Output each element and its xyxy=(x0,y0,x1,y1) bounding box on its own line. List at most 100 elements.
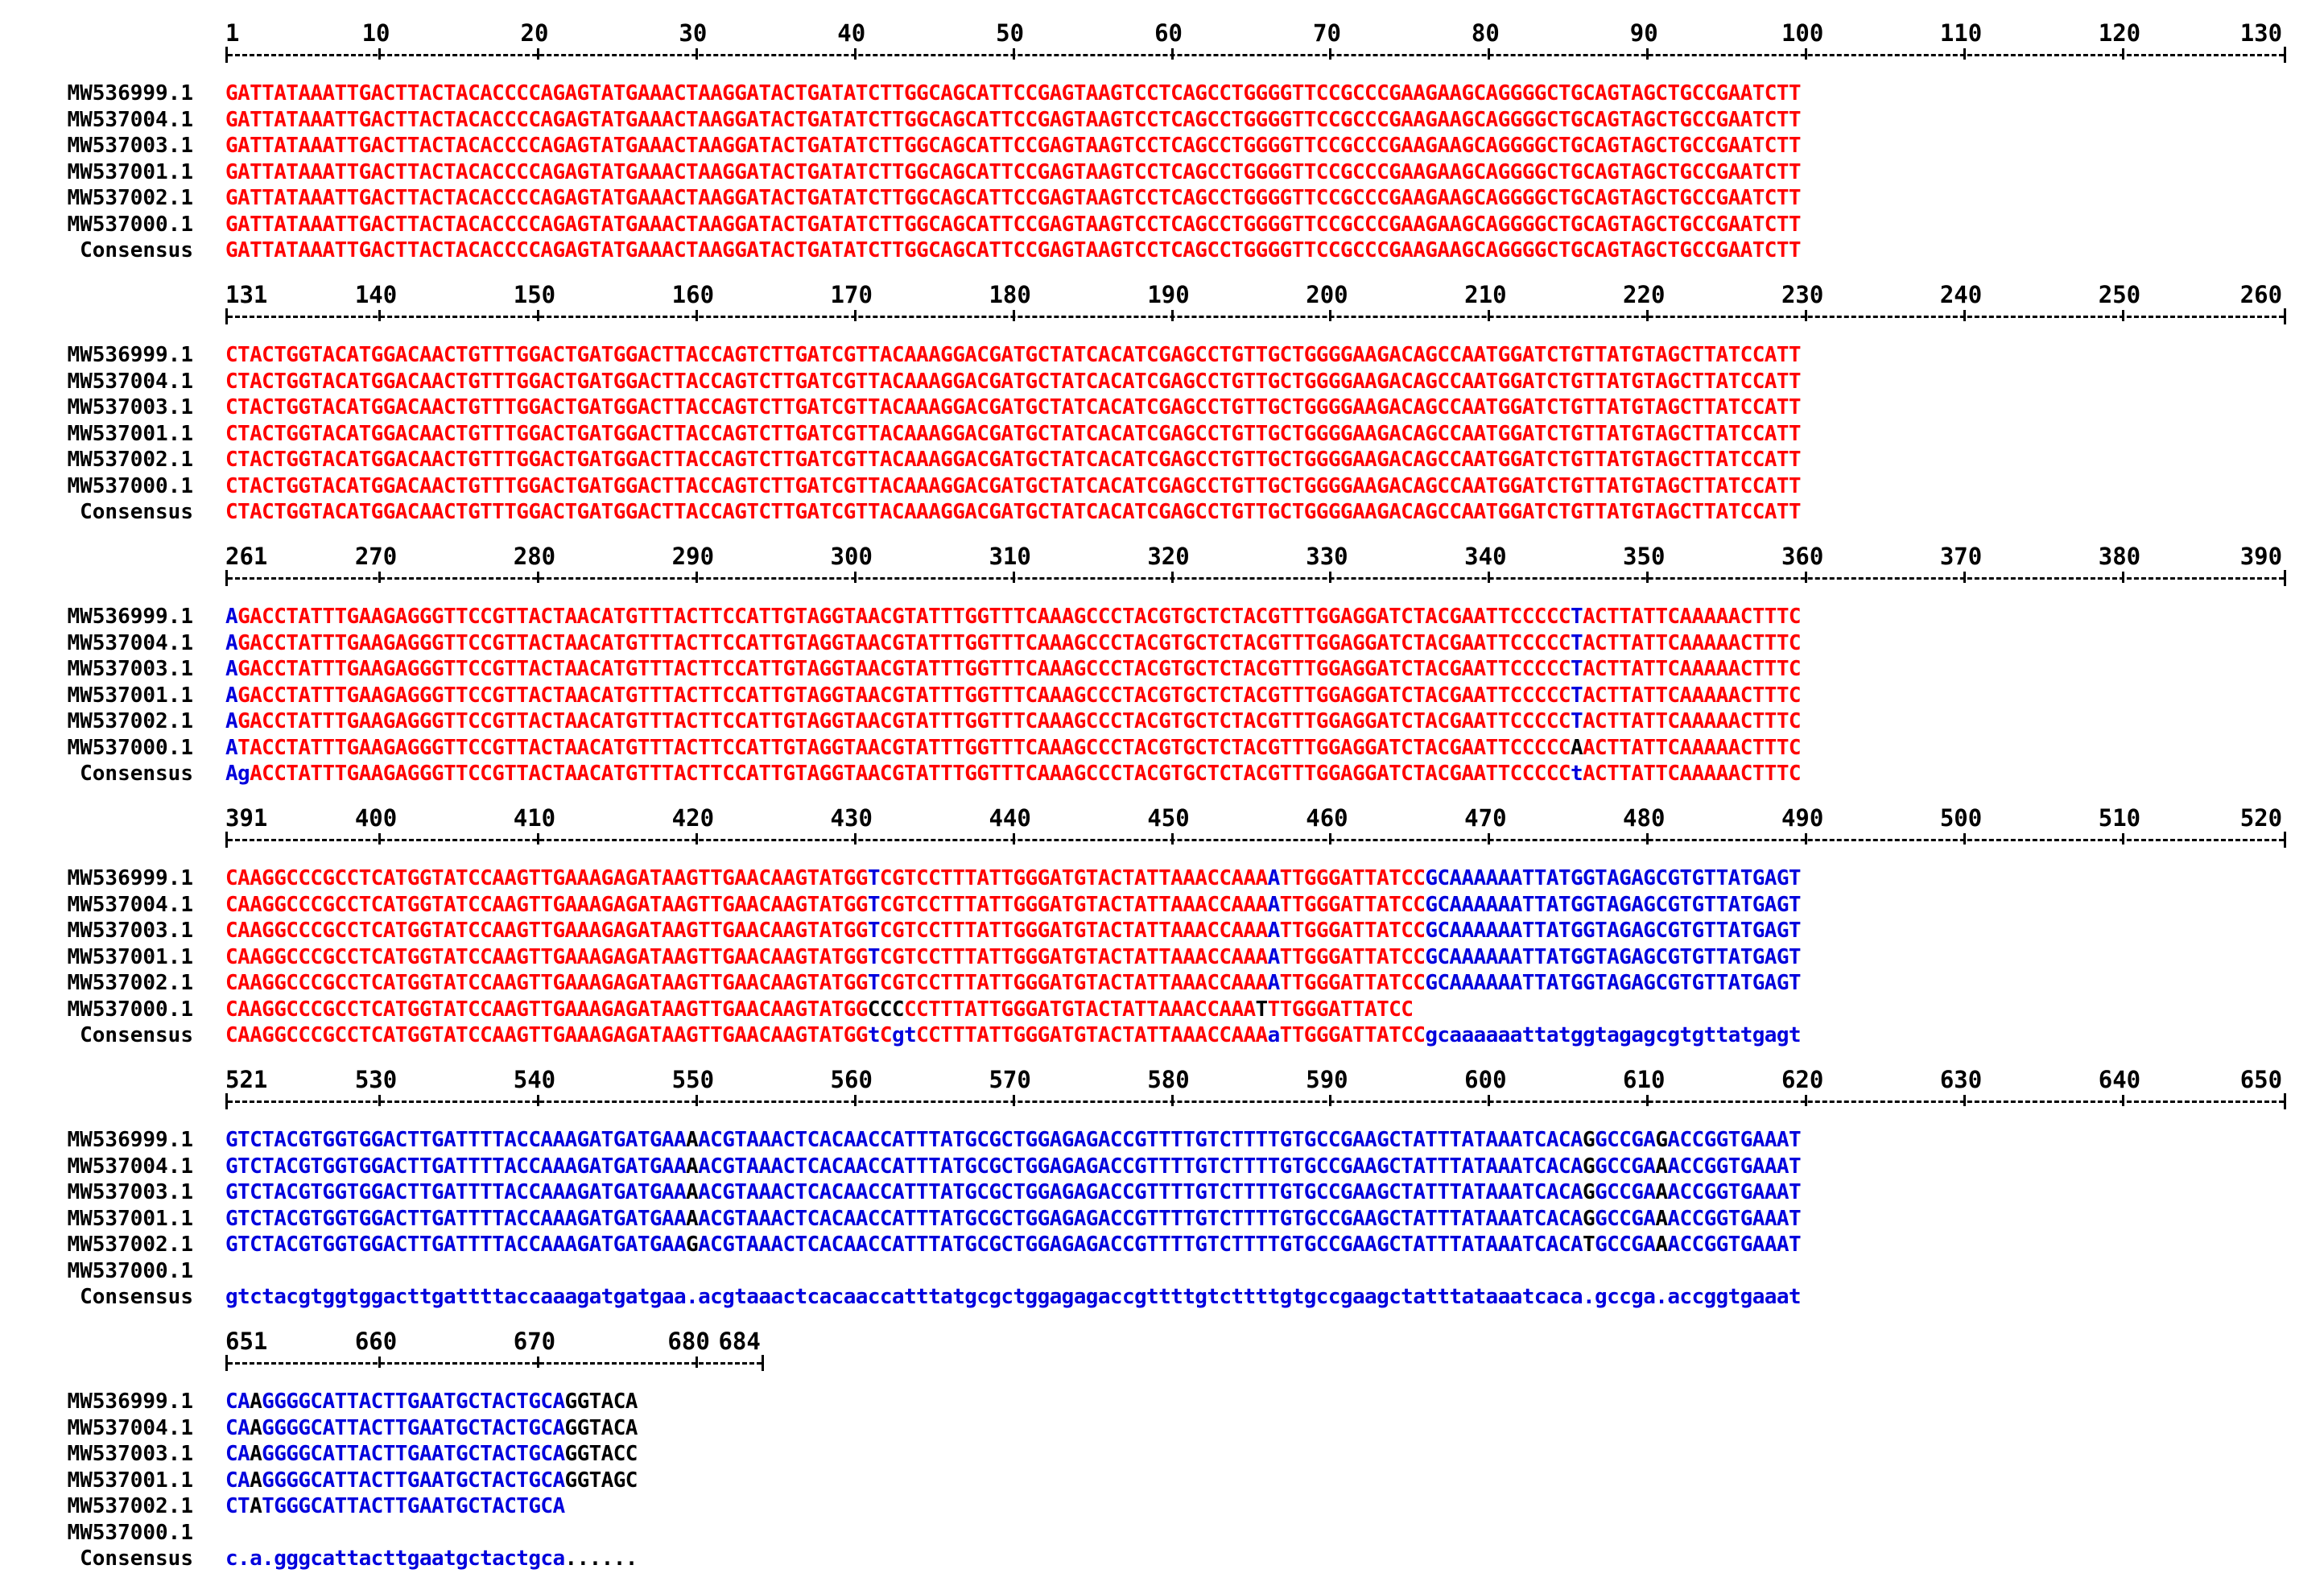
ruler-label: 610 xyxy=(1623,1066,1666,1093)
ruler-label: 490 xyxy=(1781,804,1824,832)
sequence-label: Consensus xyxy=(80,500,193,524)
residue-segment: t xyxy=(867,1023,881,1047)
residue-segment: GGGGCATTACTTGAATGCTACTGCA xyxy=(262,1468,565,1493)
ruler-label: 530 xyxy=(354,1066,398,1093)
residue-segment: ACTTATTCAAAAACTTTC xyxy=(1583,683,1802,708)
residue-segment: A xyxy=(225,630,238,655)
ruler-label: 50 xyxy=(996,19,1025,47)
ruler-label: 40 xyxy=(837,19,866,47)
residue-segment: CTACTGGTACATGGACAACTGTTTGGACTGATGGACTTAC… xyxy=(225,369,1802,394)
residue-segment: CAAGGCCCGCCTCATGGTATCCAAGTTGAAAGAGATAAGT… xyxy=(225,971,868,995)
residue-segment: CT xyxy=(225,1494,250,1518)
residue-segment: T xyxy=(1570,605,1583,629)
residue-segment: CGTCCTTTATTGGGATGTACTATTAAACCAAA xyxy=(879,866,1268,890)
residue-segment: GGGGCATTACTTGAATGCTACTGCA xyxy=(262,1442,565,1466)
ruler-tick xyxy=(695,310,698,321)
residue-segment: A xyxy=(1655,1180,1668,1204)
residue-segment: CAAGGCCCGCCTCATGGTATCCAAGTTGAAAGAGATAAGT… xyxy=(225,944,868,969)
sequence-label: MW537004.1 xyxy=(67,892,193,917)
ruler-tick xyxy=(1963,310,1967,321)
ruler-tick xyxy=(536,572,539,583)
alignment-block-1-130: 1 10 20 30 40 50 60 70 80 90 100 110 120 130 MW536999.… xyxy=(0,19,2324,282)
ruler-label: 651 xyxy=(225,1328,268,1355)
ruler-label: 410 xyxy=(513,804,556,832)
sequence-residues: CTACTGGTACATGGACAACTGTTTGGACTGATGGACTTAC… xyxy=(225,342,1802,368)
residue-segment: A xyxy=(250,1468,262,1493)
ruler-line xyxy=(228,316,2284,318)
sequence-label: MW537002.1 xyxy=(67,186,193,210)
ruler-tick xyxy=(1963,48,1967,60)
residue-segment: CGTCCTTTATTGGGATGTACTATTAAACCAAA xyxy=(879,919,1268,943)
residue-segment: CTACTGGTACATGGACAACTGTTTGGACTGATGGACTTAC… xyxy=(225,473,1802,498)
sequence-residues: c.a.gggcattacttgaatgctactgca...... xyxy=(225,1546,638,1571)
residue-segment: A xyxy=(686,1128,699,1152)
ruler-tick xyxy=(1488,310,1491,321)
ruler-tick xyxy=(1329,833,1332,844)
residue-segment: t xyxy=(1570,762,1583,786)
ruler-label: 560 xyxy=(830,1066,873,1093)
ruler-tick xyxy=(1488,572,1491,583)
residue-segment: GATTATAAATTGACTTACTACACCCCAGAGTATGAAACTA… xyxy=(225,238,1802,262)
ruler-tick xyxy=(1329,310,1332,321)
sequence-residues: CAAGGGGCATTACTTGAATGCTACTGCAGGTACA xyxy=(225,1389,638,1414)
sequence-residues: GATTATAAATTGACTTACTACACCCCAGAGTATGAAACTA… xyxy=(225,159,1802,185)
ruler-tick xyxy=(1329,1095,1332,1106)
residue-segment: GCCGA xyxy=(1595,1233,1656,1257)
residue-segment: gtctacgtggtggacttgattttaccaaagatgatgaa.a… xyxy=(225,1285,1802,1309)
sequence-label: Consensus xyxy=(80,238,193,262)
residue-segment: GATTATAAATTGACTTACTACACCCCAGAGTATGAAACTA… xyxy=(225,81,1802,105)
ruler-label: 650 xyxy=(2239,1066,2283,1093)
sequence-residues: AGACCTATTTGAAGAGGGTTCCGTTACTAACATGTTTACT… xyxy=(225,604,1802,630)
residue-segment: T xyxy=(867,971,881,995)
residue-segment: CTACTGGTACATGGACAACTGTTTGGACTGATGGACTTAC… xyxy=(225,500,1802,524)
residue-segment: T xyxy=(1583,1233,1595,1257)
ruler-label: 370 xyxy=(1939,543,1983,570)
ruler-label: 460 xyxy=(1306,804,1348,832)
position-ruler xyxy=(225,832,2286,848)
residue-segment: T xyxy=(1570,657,1583,681)
ruler-label: 660 xyxy=(354,1328,398,1355)
residue-segment: A xyxy=(250,1415,262,1440)
sequence-residues: CAAGGCCCGCCTCATGGTATCCAAGTTGAAAGAGATAAGT… xyxy=(225,997,1414,1022)
ruler-tick xyxy=(853,1095,857,1106)
residue-segment: CTACTGGTACATGGACAACTGTTTGGACTGATGGACTTAC… xyxy=(225,421,1802,446)
alignment-block-521-650: 521 530 540 550 560 570 580 590 600 610 620 630 640 6… xyxy=(0,1066,2324,1328)
ruler-label: 30 xyxy=(679,19,708,47)
ruler-tick xyxy=(695,572,698,583)
ruler-tick xyxy=(1329,48,1332,60)
sequence-label: MW537001.1 xyxy=(67,944,193,969)
residue-segment: A xyxy=(686,1180,699,1204)
residue-segment: ACGTAAACTCACAACCATTTATGCGCTGGAGAGACCGTTT… xyxy=(698,1180,1583,1204)
alignment-block-651-684: 651 660 670 680 684 MW536999.1 CAAGGGGCATTACTT… xyxy=(0,1328,2324,1590)
residue-segment: GACCTATTTGAAGAGGGTTCCGTTACTAACATGTTTACTT… xyxy=(237,709,1571,733)
sequence-label: MW537004.1 xyxy=(67,630,193,655)
ruler-label: 310 xyxy=(989,543,1031,570)
ruler-label: 580 xyxy=(1147,1066,1190,1093)
ruler-line xyxy=(228,1101,2284,1103)
residue-segment: CGTCCTTTATTGGGATGTACTATTAAACCAAA xyxy=(879,944,1268,969)
residue-segment: A xyxy=(1267,944,1281,969)
ruler-label: 620 xyxy=(1781,1066,1824,1093)
sequence-label: Consensus xyxy=(80,762,193,786)
residue-segment: T xyxy=(867,944,881,969)
residue-segment: GACCTATTTGAAGAGGGTTCCGTTACTAACATGTTTACTT… xyxy=(237,630,1571,655)
ruler-label: 261 xyxy=(225,543,268,570)
residue-segment: GGTACA xyxy=(564,1390,638,1414)
sequence-residues: GATTATAAATTGACTTACTACACCCCAGAGTATGAAACTA… xyxy=(225,81,1802,106)
residue-segment: ACCGGTGAAAT xyxy=(1667,1180,1801,1204)
sequence-residues: CTACTGGTACATGGACAACTGTTTGGACTGATGGACTTAC… xyxy=(225,394,1802,420)
residue-segment: TTGGGATTATCC xyxy=(1279,1023,1426,1047)
ruler-label: 70 xyxy=(1312,19,1341,47)
sequence-label: MW537000.1 xyxy=(67,997,193,1022)
alignment-block-131-260: 131 140 150 160 170 180 190 200 210 220 230 240 250 2… xyxy=(0,281,2324,543)
ruler-label: 110 xyxy=(1939,19,1983,47)
ruler-tick xyxy=(695,1095,698,1106)
ruler-label: 180 xyxy=(989,281,1031,308)
position-ruler xyxy=(225,308,2286,324)
ruler-tick xyxy=(1170,1095,1174,1106)
ruler-label: 330 xyxy=(1306,543,1348,570)
position-ruler xyxy=(225,1093,2286,1109)
residue-segment: A xyxy=(1267,919,1281,943)
sequence-label: MW537004.1 xyxy=(67,369,193,394)
sequence-label: MW537000.1 xyxy=(67,473,193,498)
